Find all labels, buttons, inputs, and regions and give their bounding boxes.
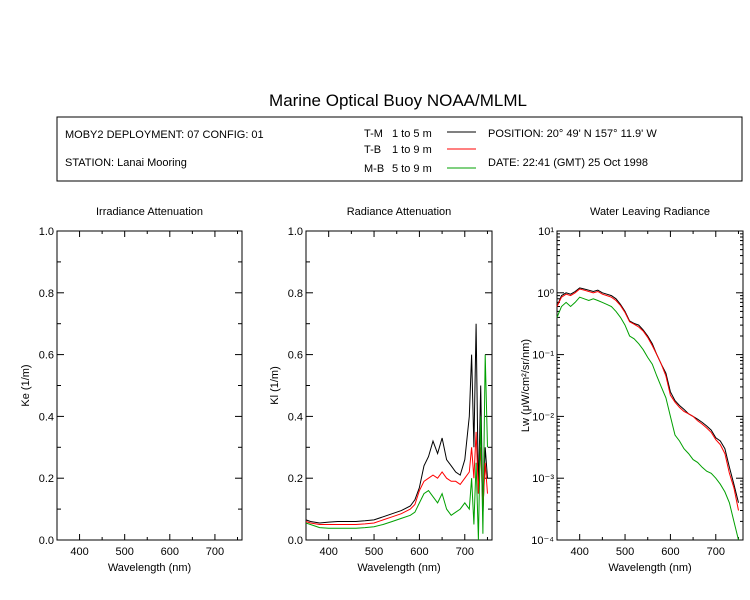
irradiance-attenuation-chart: Irradiance Attenuation 400 500 600 700 0.0 0.2… <box>20 206 243 574</box>
position-text: POSITION: 20° 49' N 157° 11.9' W <box>488 128 657 140</box>
y-tick-label: 0.4 <box>288 411 303 423</box>
radiance-x-axis-label: Wavelength (nm) <box>357 562 440 574</box>
x-tick-label: 700 <box>707 546 725 558</box>
water-leaving-x-axis-label: Wavelength (nm) <box>608 562 691 574</box>
x-tick-label: 600 <box>410 546 428 558</box>
y-tick-label: 10⁻⁴ <box>531 535 554 547</box>
water-leaving-title: Water Leaving Radiance <box>590 206 710 218</box>
y-tick-label: 10⁻² <box>532 411 554 423</box>
x-tick-label: 500 <box>365 546 383 558</box>
y-tick-label: 0.0 <box>288 535 303 547</box>
y-tick-label: 10⁻³ <box>532 473 554 485</box>
x-tick-label: 500 <box>616 546 634 558</box>
date-text: DATE: 22:41 (GMT) 25 Oct 1998 <box>488 157 648 169</box>
radiance-title: Radiance Attenuation <box>347 206 452 218</box>
x-tick-label: 700 <box>456 546 474 558</box>
legend-key-1: T-B <box>364 144 381 156</box>
y-tick-label: 0.2 <box>39 473 54 485</box>
irradiance-y-axis-label: Ke (1/m) <box>20 364 32 406</box>
y-tick-label: 0.8 <box>39 288 54 300</box>
legend: T-M 1 to 5 m T-B 1 to 9 m M-B 5 to 9 m <box>364 128 476 175</box>
y-tick-label: 0.6 <box>39 350 54 362</box>
radiance-attenuation-chart: Radiance Attenuation 400 500 600 700 0.0 0.2 0.… <box>269 206 493 574</box>
x-tick-label: 400 <box>320 546 338 558</box>
water-leaving-y-axis-label: Lw (μW/cm²/sr/nm) <box>520 339 532 432</box>
y-tick-label: 0.6 <box>288 350 303 362</box>
water-leaving-radiance-chart: Water Leaving Radiance 400 500 600 700 10⁻⁴ 10… <box>520 206 744 574</box>
legend-range-0: 1 to 5 m <box>392 128 432 140</box>
x-tick-label: 500 <box>116 546 134 558</box>
x-tick-label: 400 <box>70 546 88 558</box>
water-leaving-series-t-b <box>556 288 739 511</box>
info-box <box>56 116 743 182</box>
y-tick-label: 10⁰ <box>537 288 554 300</box>
irradiance-plot-frame <box>56 230 243 541</box>
y-tick-label: 0.8 <box>288 288 303 300</box>
radiance-series-t-b <box>305 431 488 525</box>
y-tick-label: 10⁻¹ <box>532 350 554 362</box>
station-text: STATION: Lanai Mooring <box>65 157 187 169</box>
radiance-plot-frame <box>305 230 493 541</box>
x-tick-label: 700 <box>206 546 224 558</box>
radiance-series-t-m <box>305 323 488 524</box>
figure-title: Marine Optical Buoy NOAA/MLML <box>269 91 527 110</box>
y-tick-label: 1.0 <box>39 226 54 238</box>
water-leaving-plot-frame <box>556 230 744 541</box>
x-tick-label: 400 <box>571 546 589 558</box>
irradiance-x-axis-label: Wavelength (nm) <box>108 562 191 574</box>
x-tick-label: 600 <box>661 546 679 558</box>
radiance-series-m-b <box>305 354 488 541</box>
y-tick-label: 1.0 <box>288 226 303 238</box>
water-leaving-series-t-m <box>556 287 739 503</box>
y-tick-label: 0.2 <box>288 473 303 485</box>
y-tick-label: 0.0 <box>39 535 54 547</box>
y-tick-label: 0.4 <box>39 411 54 423</box>
deployment-text: MOBY2 DEPLOYMENT: 07 CONFIG: 01 <box>65 129 264 141</box>
legend-key-2: M-B <box>364 163 384 175</box>
legend-range-1: 1 to 9 m <box>392 144 432 156</box>
x-tick-label: 600 <box>161 546 179 558</box>
legend-range-2: 5 to 9 m <box>392 163 432 175</box>
irradiance-title: Irradiance Attenuation <box>96 206 203 218</box>
y-tick-label: 10¹ <box>538 226 554 238</box>
legend-key-0: T-M <box>364 128 383 140</box>
water-leaving-series-m-b <box>556 296 739 541</box>
radiance-y-axis-label: Kl (1/m) <box>269 366 281 405</box>
